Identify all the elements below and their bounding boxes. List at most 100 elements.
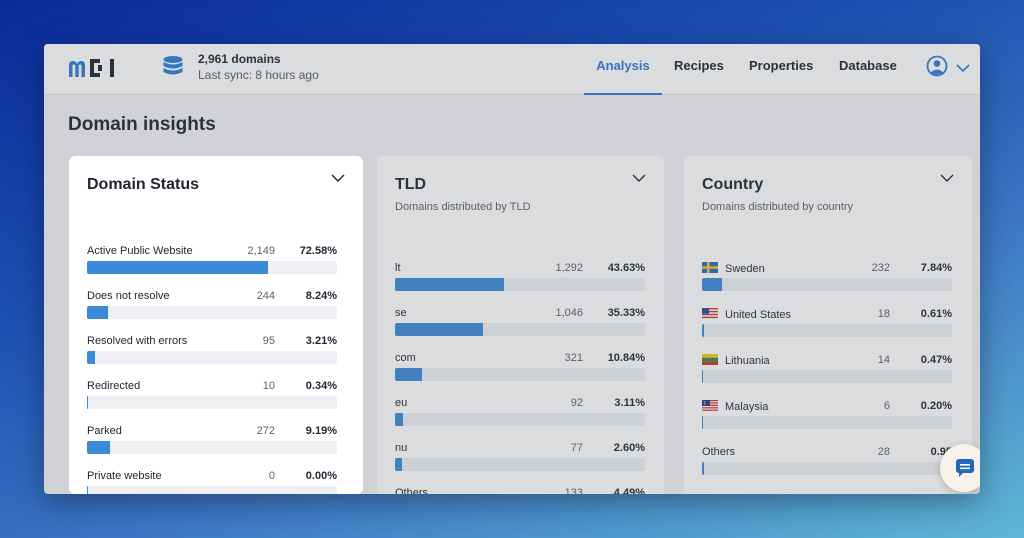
row-count: 77 (570, 442, 583, 454)
card-subtitle: Domains distributed by country (702, 201, 854, 213)
progress-track (87, 261, 337, 274)
logo[interactable] (68, 57, 124, 84)
list-item[interactable]: Private website 0 0.00% (87, 470, 337, 494)
row-percent: 0.47% (920, 354, 952, 366)
list-item[interactable]: Others 28 0.95 (702, 446, 952, 486)
chevron-down-icon[interactable] (632, 170, 646, 188)
progress-fill (395, 323, 483, 336)
row-percent: 0.34% (305, 380, 337, 392)
progress-fill (702, 278, 722, 291)
row-label-text: Private website (87, 470, 162, 482)
domain-status-card: Domain Status Active Public Website 2,149… (69, 156, 363, 494)
row-count: 244 (256, 290, 275, 302)
row-percent: 43.63% (607, 262, 645, 274)
row-label: United States (702, 308, 791, 321)
row-count: 232 (871, 262, 890, 274)
tab-properties[interactable]: Properties (749, 58, 814, 73)
row-count: 18 (877, 308, 890, 320)
progress-fill (395, 458, 402, 471)
progress-track (87, 441, 337, 454)
chat-icon (956, 459, 974, 477)
progress-fill (702, 416, 703, 429)
row-count: 133 (564, 487, 583, 494)
progress-fill (702, 324, 704, 337)
chevron-down-icon[interactable] (331, 170, 345, 188)
row-label-text: Malaysia (725, 401, 769, 413)
list-item[interactable]: Does not resolve 244 8.24% (87, 290, 337, 330)
row-count: 2,149 (247, 245, 275, 257)
chevron-down-icon[interactable] (956, 60, 970, 78)
row-percent: 72.58% (299, 245, 337, 257)
country-card: Country Domains distributed by country S… (684, 156, 972, 494)
list-item[interactable]: Active Public Website 2,149 72.58% (87, 245, 337, 285)
app-window: 2,961 domains Last sync: 8 hours ago Ana… (44, 44, 980, 494)
progress-fill (87, 351, 95, 364)
row-count: 272 (256, 425, 275, 437)
row-percent: 3.21% (305, 335, 337, 347)
row-label: lt (395, 262, 401, 274)
progress-fill (87, 306, 108, 319)
row-label: eu (395, 397, 407, 409)
row-count: 1,292 (555, 262, 583, 274)
row-label: Does not resolve (87, 290, 170, 302)
progress-track (87, 396, 337, 409)
row-count: 6 (883, 400, 890, 412)
progress-track (702, 462, 952, 475)
card-title: Domain Status (87, 176, 200, 193)
tld-card: TLD Domains distributed by TLD lt 1,292 43… (377, 156, 664, 494)
row-label: com (395, 352, 416, 364)
row-label-text: se (395, 307, 407, 319)
list-item[interactable]: se 1,046 35.33% (395, 307, 645, 347)
card-title: Country (702, 176, 764, 193)
row-percent: 7.84% (920, 262, 952, 274)
row-count: 28 (877, 446, 890, 458)
progress-track (702, 278, 952, 291)
list-item[interactable]: com 321 10.84% (395, 352, 645, 392)
row-label: Malaysia (702, 400, 768, 413)
row-label: Others (395, 487, 428, 494)
user-circle-icon[interactable] (926, 55, 948, 82)
row-percent: 35.33% (607, 307, 645, 319)
tab-analysis[interactable]: Analysis (584, 44, 662, 95)
progress-fill (702, 370, 703, 383)
list-item[interactable]: lt 1,292 43.63% (395, 262, 645, 302)
chevron-down-icon[interactable] (940, 170, 954, 188)
progress-track (395, 458, 645, 471)
domain-count: 2,961 domains (198, 52, 281, 66)
list-item[interactable]: Resolved with errors 95 3.21% (87, 335, 337, 375)
chat-button[interactable] (940, 444, 980, 492)
progress-track (87, 306, 337, 319)
list-item[interactable]: Malaysia 6 0.20% (702, 400, 952, 440)
row-label-text: Does not resolve (87, 290, 170, 302)
list-item[interactable]: nu 77 2.60% (395, 442, 645, 482)
progress-track (702, 370, 952, 383)
row-percent: 9.19% (305, 425, 337, 437)
row-label-text: Redirected (87, 380, 141, 392)
progress-fill (87, 261, 268, 274)
progress-fill (87, 396, 88, 409)
list-item[interactable]: eu 92 3.11% (395, 397, 645, 437)
row-percent: 0.00% (305, 470, 337, 482)
tab-recipes[interactable]: Recipes (674, 58, 724, 73)
sync-info: 2,961 domains Last sync: 8 hours ago (198, 52, 319, 83)
row-percent: 0.20% (920, 400, 952, 412)
list-item[interactable]: Parked 272 9.19% (87, 425, 337, 465)
se-flag-icon (702, 262, 718, 273)
list-item[interactable]: Sweden 232 7.84% (702, 262, 952, 302)
progress-track (395, 413, 645, 426)
list-item[interactable]: Others 133 4.49% (395, 487, 645, 494)
row-label-text: Others (395, 487, 429, 494)
row-percent: 0.61% (920, 308, 952, 320)
progress-fill (395, 368, 422, 381)
list-item[interactable]: Redirected 10 0.34% (87, 380, 337, 420)
row-count: 321 (564, 352, 583, 364)
list-item[interactable]: United States 18 0.61% (702, 308, 952, 348)
list-item[interactable]: Lithuania 14 0.47% (702, 354, 952, 394)
row-label: nu (395, 442, 407, 454)
row-count: 92 (570, 397, 583, 409)
progress-track (702, 324, 952, 337)
progress-track (395, 368, 645, 381)
progress-track (87, 351, 337, 364)
tab-database[interactable]: Database (839, 58, 897, 73)
progress-fill (395, 278, 504, 291)
